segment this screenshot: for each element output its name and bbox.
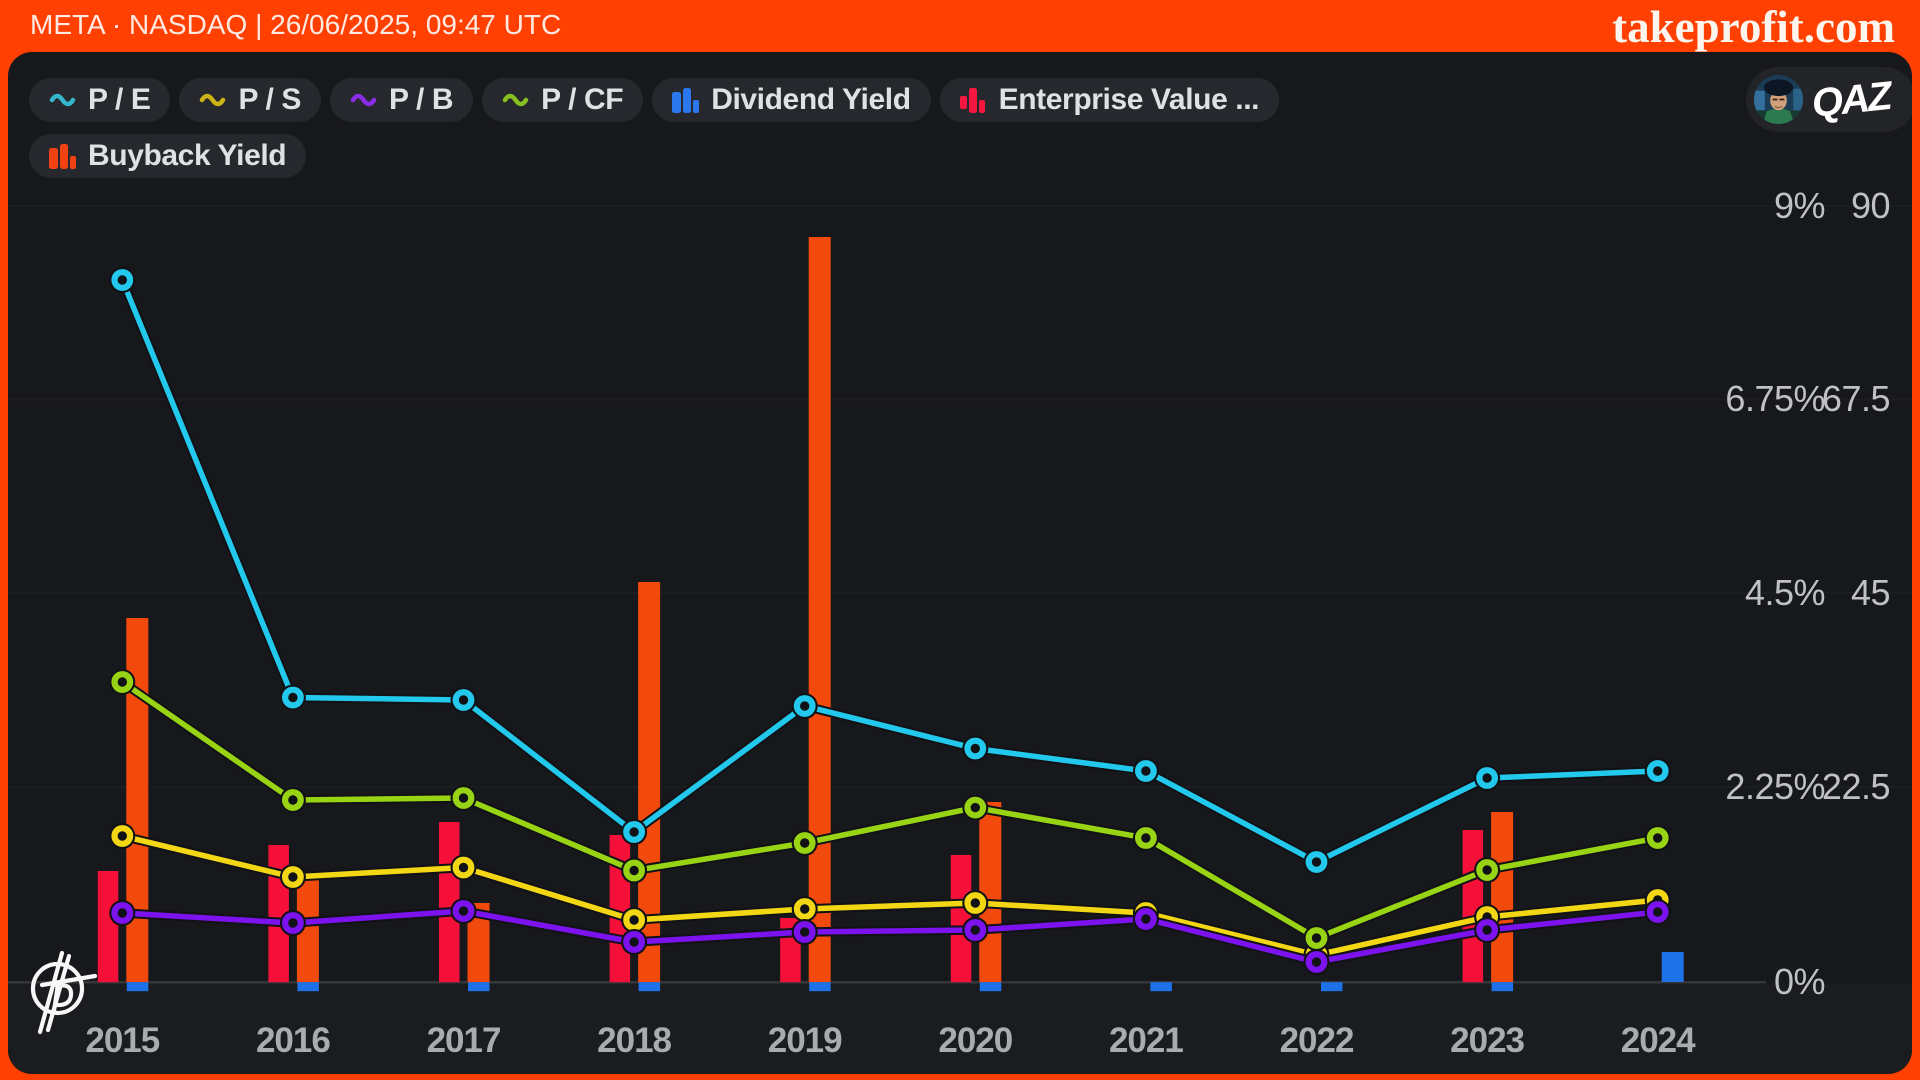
svg-text:QAZ: QAZ <box>1810 73 1893 125</box>
